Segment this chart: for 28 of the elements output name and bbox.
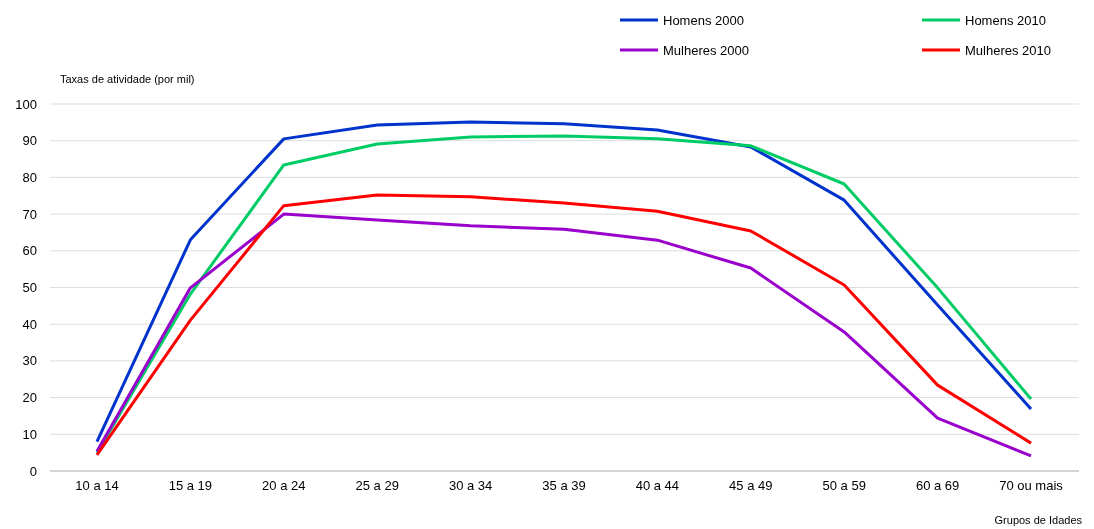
x-tick-label: 60 a 69 [915,478,960,493]
y-tick-label: 0 [29,463,37,479]
x-tick-label: 20 a 24 [262,478,306,493]
x-tick-label: 10 a 14 [75,478,119,493]
x-tick-label: 35 a 39 [542,478,586,493]
y-axis-title: Taxas de atividade (por mil) [60,73,195,85]
legend-label: Homens 2000 [663,12,744,28]
y-tick-label: 40 [22,316,37,332]
y-tick-label: 70 [22,206,37,222]
x-tick-label: 70 ou mais [999,478,1064,493]
legend-label: Homens 2010 [965,12,1046,28]
y-tick-label: 60 [22,243,37,259]
x-tick-label: 15 a 19 [168,478,213,493]
x-axis-title: Grupos de Idades [994,514,1083,526]
x-tick-label: 25 a 29 [355,478,399,493]
x-tick-label: 40 a 44 [635,478,680,493]
y-tick-label: 80 [22,169,37,185]
y-tick-label: 10 [22,426,37,442]
y-tick-label: 90 [22,133,37,149]
x-tick-label: 50 a 59 [822,478,866,493]
legend-label: Mulheres 2000 [663,42,749,58]
y-tick-label: 30 [22,353,37,369]
x-tick-label: 45 a 49 [729,478,773,493]
x-tick-label: 30 a 34 [448,478,493,493]
y-tick-label: 100 [15,96,37,112]
legend-label: Mulheres 2010 [965,42,1051,58]
y-tick-label: 50 [22,280,37,296]
y-tick-label: 20 [22,390,37,406]
